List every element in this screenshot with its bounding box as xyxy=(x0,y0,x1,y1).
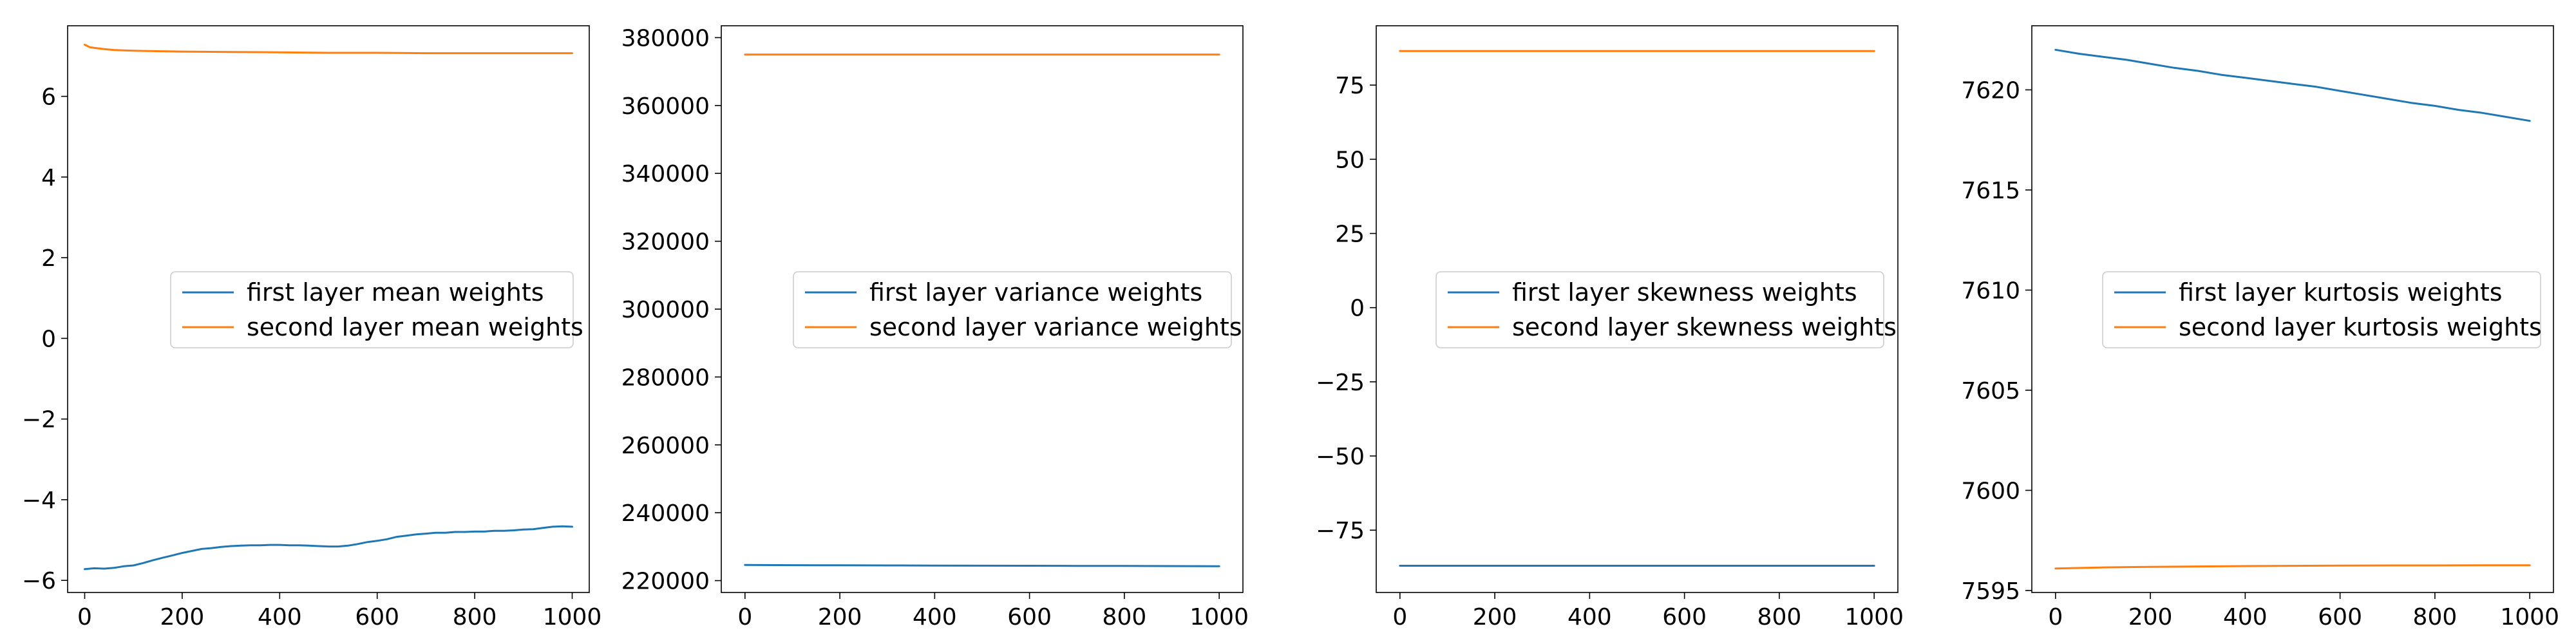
y-tick-label: 0 xyxy=(1350,296,1365,322)
plot-frame xyxy=(67,25,590,593)
y-tick-label: 50 xyxy=(1335,147,1365,173)
y-tick-label: −25 xyxy=(1316,370,1365,396)
legend-label-2: second layer skewness weights xyxy=(1512,313,1897,341)
legend-label-1: first layer kurtosis weights xyxy=(2179,278,2503,307)
y-tick-label: −6 xyxy=(22,568,56,594)
legend-box xyxy=(793,271,1232,348)
y-tick-label: −2 xyxy=(22,407,56,433)
y-tick-label: 280000 xyxy=(621,365,710,391)
x-tick-label: 600 xyxy=(2318,604,2362,630)
y-tick-label: 7600 xyxy=(1961,478,2020,504)
y-tick-label: 7610 xyxy=(1961,278,2020,304)
y-tick-label: 6 xyxy=(41,84,56,111)
x-tick-label: 800 xyxy=(2413,604,2458,630)
legend-label-2: second layer variance weights xyxy=(869,313,1242,341)
legend-label-2: second layer kurtosis weights xyxy=(2179,313,2542,341)
legend-label-2: second layer mean weights xyxy=(247,313,583,341)
x-tick-label: 0 xyxy=(2048,604,2063,630)
series-line-2 xyxy=(2054,564,2531,570)
y-tick-label: 260000 xyxy=(621,433,710,459)
x-tick-label: 600 xyxy=(355,604,399,630)
y-tick-label: 7615 xyxy=(1961,178,2020,204)
x-tick-label: 1000 xyxy=(543,604,602,630)
y-tick-label: 220000 xyxy=(621,569,710,595)
y-tick-label: 320000 xyxy=(621,229,710,256)
x-tick-label: 200 xyxy=(1473,604,1517,630)
x-tick-label: 0 xyxy=(77,604,92,630)
legend: first layer variance weights second layer… xyxy=(793,271,1242,348)
y-tick-label: 240000 xyxy=(621,500,710,527)
y-tick-label: −75 xyxy=(1316,518,1365,544)
y-tick-label: 0 xyxy=(41,326,56,352)
y-tick-label: −4 xyxy=(22,488,56,514)
y-tick-label: 2 xyxy=(41,245,56,272)
x-tick-label: 600 xyxy=(1662,604,1707,630)
series-line-1 xyxy=(744,564,1220,567)
y-tick-label: −50 xyxy=(1316,444,1365,470)
legend: first layer skewness weights second layer… xyxy=(1435,271,1897,348)
y-tick-label: 380000 xyxy=(621,25,710,52)
legend-box xyxy=(1435,271,1884,348)
x-tick-label: 200 xyxy=(818,604,862,630)
y-tick-label: 7595 xyxy=(1961,578,2020,605)
legend: first layer kurtosis weights second layer… xyxy=(2102,271,2542,348)
y-tick-label: 75 xyxy=(1335,73,1365,99)
series-line-1 xyxy=(2054,48,2531,122)
legend: first layer mean weights second layer mea… xyxy=(170,271,583,348)
plot-frame xyxy=(2031,25,2554,593)
y-tick-label: 25 xyxy=(1335,222,1365,248)
chart-panel-1: 0 200 400 600 800 1000 −6 −4 −2 0 2 4 6 first layer m… xyxy=(22,25,602,630)
x-tick-label: 400 xyxy=(258,604,302,630)
y-tick-label: 300000 xyxy=(621,297,710,323)
x-tick-label: 0 xyxy=(737,604,752,630)
y-tick-label: 4 xyxy=(41,165,56,191)
y-tick-label: 7605 xyxy=(1961,378,2020,404)
x-tick-label: 600 xyxy=(1007,604,1052,630)
legend-box xyxy=(170,271,574,348)
x-tick-label: 400 xyxy=(2223,604,2268,630)
series-line-1 xyxy=(84,525,573,571)
y-tick-label: 7620 xyxy=(1961,78,2020,104)
x-tick-label: 800 xyxy=(453,604,497,630)
x-tick-label: 200 xyxy=(2128,604,2173,630)
x-tick-label: 400 xyxy=(913,604,957,630)
legend-label-1: first layer mean weights xyxy=(247,278,544,307)
plot-frame xyxy=(1376,25,1899,593)
legend-label-1: first layer skewness weights xyxy=(1512,278,1857,307)
x-tick-label: 200 xyxy=(160,604,205,630)
x-tick-label: 800 xyxy=(1757,604,1802,630)
chart-panel-2: 0 200 400 600 800 1000 220000 240000 260000 28000… xyxy=(621,25,1249,630)
x-tick-label: 1000 xyxy=(2500,604,2559,630)
y-tick-label: 340000 xyxy=(621,161,710,187)
x-tick-label: 400 xyxy=(1567,604,1612,630)
y-tick-label: 360000 xyxy=(621,93,710,120)
legend-box xyxy=(2102,271,2541,348)
chart-panel-3: 0 200 400 600 800 1000 −75 −50 −25 0 25 50 75 first l… xyxy=(1316,25,1904,630)
x-tick-label: 0 xyxy=(1392,604,1407,630)
x-tick-label: 1000 xyxy=(1189,604,1249,630)
x-tick-label: 800 xyxy=(1103,604,1147,630)
series-line-2 xyxy=(84,43,573,55)
x-tick-label: 1000 xyxy=(1844,604,1904,630)
legend-label-1: first layer variance weights xyxy=(869,278,1202,307)
chart-panel-4: 0 200 400 600 800 1000 7595 7600 7605 7610 7615 762… xyxy=(1961,25,2559,630)
